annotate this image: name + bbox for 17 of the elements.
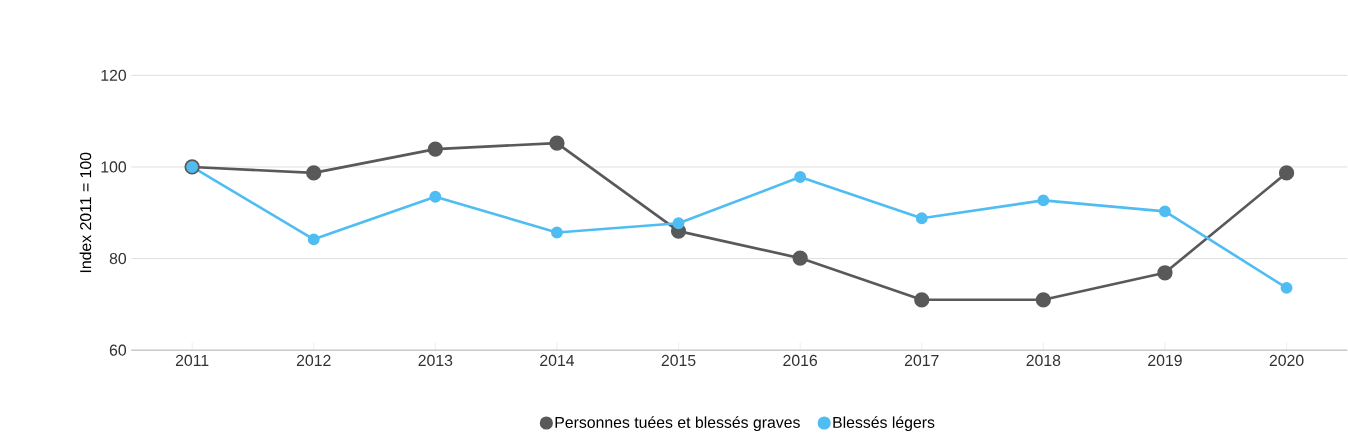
x-tick-label: 2014 <box>540 354 575 366</box>
y-tick-label: 120 <box>101 69 127 81</box>
x-tick-label: 2017 <box>904 354 939 366</box>
legend-label: Personnes tuées et blessés graves <box>555 416 800 432</box>
y-tick-label: 60 <box>109 344 127 356</box>
y-tick-label: 80 <box>109 252 127 265</box>
x-tick-label: 2020 <box>1269 354 1304 366</box>
y-tick-label: 100 <box>101 161 127 173</box>
legend-label: Blessés légers <box>833 416 935 432</box>
x-tick-label: 2019 <box>1148 354 1182 366</box>
y-axis-title: Index 2011 = 100 <box>79 152 92 273</box>
x-tick-label: 2016 <box>783 354 818 366</box>
x-tick-label: 2015 <box>661 354 696 366</box>
x-tick-label: 2011 <box>175 354 209 366</box>
x-tick-label: 2013 <box>418 354 453 366</box>
x-tick-label: 2018 <box>1026 354 1061 366</box>
x-tick-label: 2012 <box>296 354 331 366</box>
